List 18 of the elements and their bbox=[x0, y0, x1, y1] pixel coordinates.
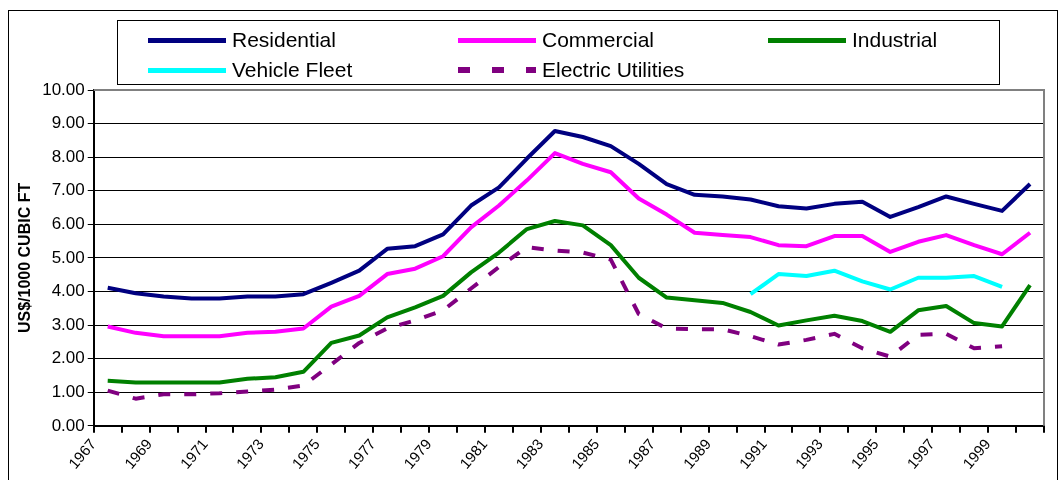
y-tick-label: 9.00 bbox=[51, 113, 85, 133]
line-series bbox=[105, 245, 1005, 401]
y-tick-label: 8.00 bbox=[51, 146, 85, 166]
y-tick-label: 1.00 bbox=[51, 381, 85, 401]
y-tick-label: 10.00 bbox=[42, 79, 85, 99]
legend-label: Vehicle Fleet bbox=[232, 58, 353, 82]
y-tick-label: 2.00 bbox=[51, 348, 85, 368]
y-tick-label: 4.00 bbox=[51, 281, 85, 301]
legend-label: Industrial bbox=[852, 28, 938, 52]
legend-label: Residential bbox=[232, 28, 336, 52]
y-tick-label: 5.00 bbox=[51, 247, 85, 267]
y-tick-label: 3.00 bbox=[51, 314, 85, 334]
legend-label: Electric Utilities bbox=[542, 58, 685, 82]
legend-label: Commercial bbox=[542, 28, 655, 52]
y-tick-label: 0.00 bbox=[51, 415, 85, 435]
y-axis-title: US$/1000 CUBIC FT bbox=[16, 182, 34, 334]
y-tick-label: 7.00 bbox=[51, 180, 85, 200]
y-tick-label: 6.00 bbox=[51, 214, 85, 234]
